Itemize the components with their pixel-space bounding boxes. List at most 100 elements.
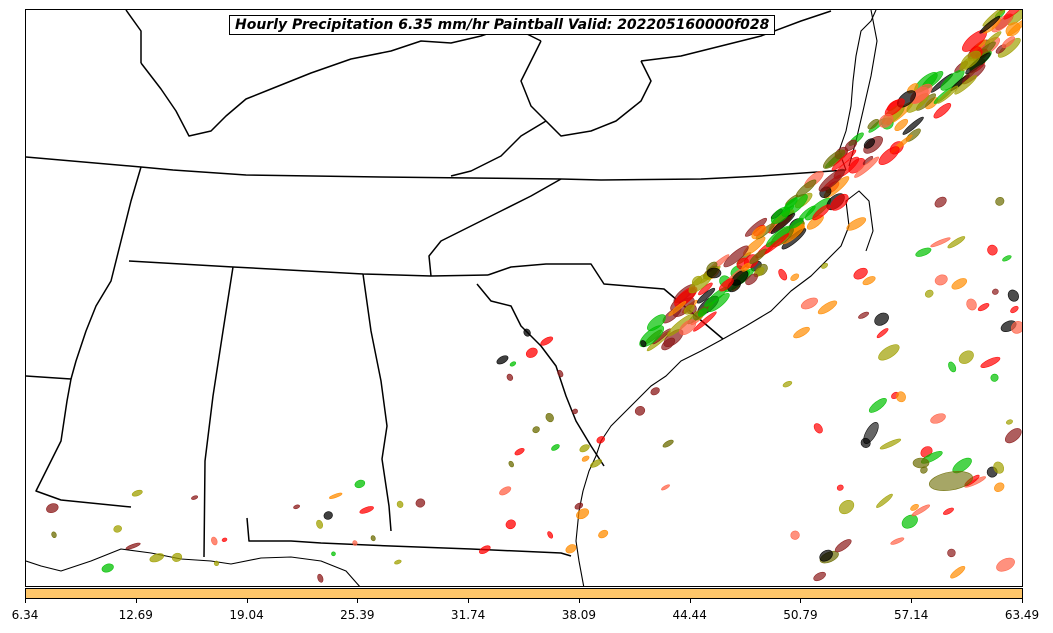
precip-blob [697,308,708,317]
colorbar-tick-label: 38.09 [561,608,597,622]
precip-blob [980,356,1001,368]
precip-blob [545,412,554,423]
precip-blob [394,559,402,565]
precip-blob [984,31,1002,46]
border-ga-sc [476,283,605,467]
precip-blob [745,273,758,286]
coast-atlantic [575,338,724,586]
colorbar-tick-label: 57.14 [894,608,929,622]
colorbar [25,588,1023,599]
precip-blob [1011,321,1022,334]
map-canvas [26,10,1022,586]
precip-blob [778,268,788,281]
precip-blob [1002,255,1012,262]
colorbar-tick-label: 25.39 [340,608,375,622]
precip-blob [213,560,220,567]
precip-blob [479,545,491,555]
precip-blob [998,10,1018,11]
precip-blob [854,156,880,178]
precip-blob [751,225,767,240]
precip-blob [782,380,793,388]
precip-blob [790,273,800,282]
precip-blob [992,288,999,295]
precip-blob [876,493,893,508]
precip-blob [329,492,343,499]
precip-blob [354,479,366,489]
precip-blob [928,471,974,491]
precip-blob [863,422,879,444]
precip-blob [679,319,697,336]
precip-blob [830,193,849,211]
precip-blob [547,531,554,539]
precip-blob [930,413,946,424]
precip-blob [933,102,952,119]
precip-blob [551,444,560,451]
precip-blob [51,531,57,538]
precip-blob [954,75,977,95]
colorbar-tick-label: 31.74 [450,608,486,622]
precip-blob [915,247,932,257]
precip-blob [1005,428,1022,444]
precip-blob [221,537,228,542]
precip-blob [557,369,564,378]
border-ms-al [203,266,234,558]
precip-blob [951,278,968,290]
colorbar-tick-label: 63.49 [1004,608,1040,622]
map-panel: Hourly Precipitation 6.35 mm/hr Paintbal… [25,9,1023,587]
precip-blob [505,519,516,530]
precip-blob [683,304,695,315]
border-al-ga [362,273,392,532]
precip-blob [994,482,1005,492]
precip-blob [1006,419,1013,425]
precip-blob [639,325,665,348]
precip-blob [813,571,826,582]
precip-blob [352,540,358,546]
precip-blob [846,217,867,231]
colorbar-tick-label: 50.79 [783,608,818,622]
precip-blob [514,447,525,456]
colorbar-tick-mark [911,599,913,603]
colorbar-tick-label: 12.69 [118,608,153,622]
precip-blob [996,557,1015,572]
precip-blob [934,196,947,208]
precip-blob [508,460,514,468]
border-nc-tn [428,178,562,277]
precip-blob [979,15,1001,34]
precip-blob [565,544,577,554]
precip-blob [966,298,977,311]
precip-blob [764,233,790,255]
border-wv [520,40,652,137]
precip-blob [532,426,540,434]
border-ky-tn [26,156,847,181]
precip-blob [977,303,990,312]
precip-blob [697,287,716,304]
precip-blob [853,267,868,280]
border-ms-la [26,375,132,508]
precip-blob [691,275,703,286]
precip-blob [370,535,376,542]
precip-blob [662,439,674,448]
precip-blob [741,262,751,272]
precipitation-blobs [46,10,1022,583]
precip-blob [706,267,722,279]
precip-blob [572,408,578,415]
precip-blob [668,300,687,317]
precip-blob [131,489,143,497]
precip-blob [812,204,831,221]
colorbar-tick-mark [800,599,802,603]
colorbar-tick-mark [468,599,470,603]
precip-blob [947,236,966,249]
precip-blob [858,311,870,319]
precip-blob [834,539,852,553]
precip-blob [596,436,605,444]
border-il [125,10,142,63]
precip-blob [838,499,855,515]
precip-blob [910,503,919,511]
precip-blob [415,498,426,508]
precip-blob [874,312,889,326]
precip-blob [876,328,889,339]
precip-blob [890,537,905,545]
precip-blob [831,149,857,171]
precip-blob [868,398,887,413]
precip-blob [878,113,894,128]
